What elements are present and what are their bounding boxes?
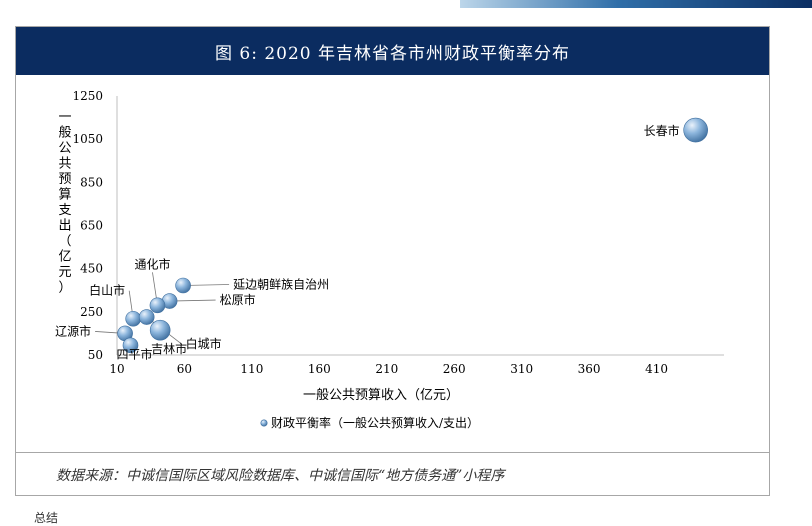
x-tick-label: 160 bbox=[308, 362, 331, 376]
y-axis-label-char: 般 bbox=[58, 125, 71, 141]
x-tick-label: 310 bbox=[510, 362, 533, 376]
bubble-point bbox=[149, 319, 171, 341]
point-label: 延边朝鲜族自治州 bbox=[233, 278, 329, 292]
bubble-chart: 50 250 450 650 850 1050 1250 10 60 110 160 210 260 31… bbox=[55, 89, 724, 430]
y-axis-label-char: ） bbox=[58, 281, 71, 296]
x-tick-label: 110 bbox=[240, 362, 263, 376]
legend-label: 财政平衡率（一般公共预算收入/支出） bbox=[271, 415, 479, 430]
y-axis-label-char: 出 bbox=[58, 219, 71, 234]
bubble-point bbox=[683, 117, 708, 143]
figure-frame: 图 6: 2020 年吉林省各市州财政平衡率分布 50 250 450 650 850 1… bbox=[15, 26, 770, 496]
x-tick-label: 210 bbox=[375, 362, 398, 376]
x-tick-label: 260 bbox=[443, 362, 466, 376]
y-tick-label: 850 bbox=[80, 175, 103, 189]
y-tick-label: 1250 bbox=[72, 89, 103, 103]
y-axis-label-char: 算 bbox=[58, 188, 71, 203]
x-axis-label: 一般公共预算收入（亿元） bbox=[303, 387, 459, 403]
y-axis-label-char: 共 bbox=[58, 157, 71, 172]
y-axis-label-char: 预 bbox=[58, 172, 71, 187]
y-axis-label-char: 一 bbox=[58, 110, 71, 125]
x-tick-label: 10 bbox=[109, 362, 124, 376]
y-axis-label: 一般公共预算支出（亿元） bbox=[58, 110, 71, 296]
y-axis-label-char: 元 bbox=[58, 265, 71, 280]
y-axis-label-char: （ bbox=[58, 234, 71, 249]
source-divider bbox=[16, 452, 769, 453]
point-label: 四平市 bbox=[116, 346, 152, 361]
x-tick-label: 410 bbox=[645, 362, 668, 376]
bubble-point bbox=[122, 337, 139, 354]
legend-marker bbox=[260, 419, 268, 427]
y-tick-label: 1050 bbox=[72, 132, 103, 146]
x-tick-label: 360 bbox=[578, 362, 601, 376]
bubble-point bbox=[125, 310, 141, 327]
legend: 财政平衡率（一般公共预算收入/支出） bbox=[260, 415, 479, 430]
y-tick-label: 50 bbox=[88, 348, 103, 362]
bubble-point bbox=[149, 297, 166, 314]
point-label: 吉林市 bbox=[151, 341, 187, 356]
y-tick-label: 250 bbox=[80, 305, 103, 319]
point-label: 辽源市 bbox=[55, 323, 91, 338]
y-tick-label: 450 bbox=[80, 262, 103, 276]
y-axis-label-char: 公 bbox=[58, 141, 71, 156]
point-label: 通化市 bbox=[134, 256, 170, 271]
next-section-heading: 总结 bbox=[34, 511, 59, 525]
point-label: 松原市 bbox=[220, 292, 256, 307]
source-note: 数据来源：中诚信国际区域风险数据库、中诚信国际“地方债务通”小程序 bbox=[56, 468, 505, 484]
top-decoration-band bbox=[460, 0, 812, 8]
y-axis-label-char: 亿 bbox=[58, 250, 71, 265]
point-label: 长春市 bbox=[644, 123, 680, 138]
bubble-point bbox=[175, 277, 191, 294]
x-tick-label: 60 bbox=[177, 362, 192, 376]
figure-title: 图 6: 2020 年吉林省各市州财政平衡率分布 bbox=[16, 27, 769, 75]
y-axis-label-char: 支 bbox=[58, 203, 71, 218]
y-tick-label: 650 bbox=[80, 219, 103, 233]
bubble-point bbox=[138, 309, 155, 325]
point-label: 白城市 bbox=[186, 336, 222, 351]
point-label: 白山市 bbox=[89, 283, 125, 298]
